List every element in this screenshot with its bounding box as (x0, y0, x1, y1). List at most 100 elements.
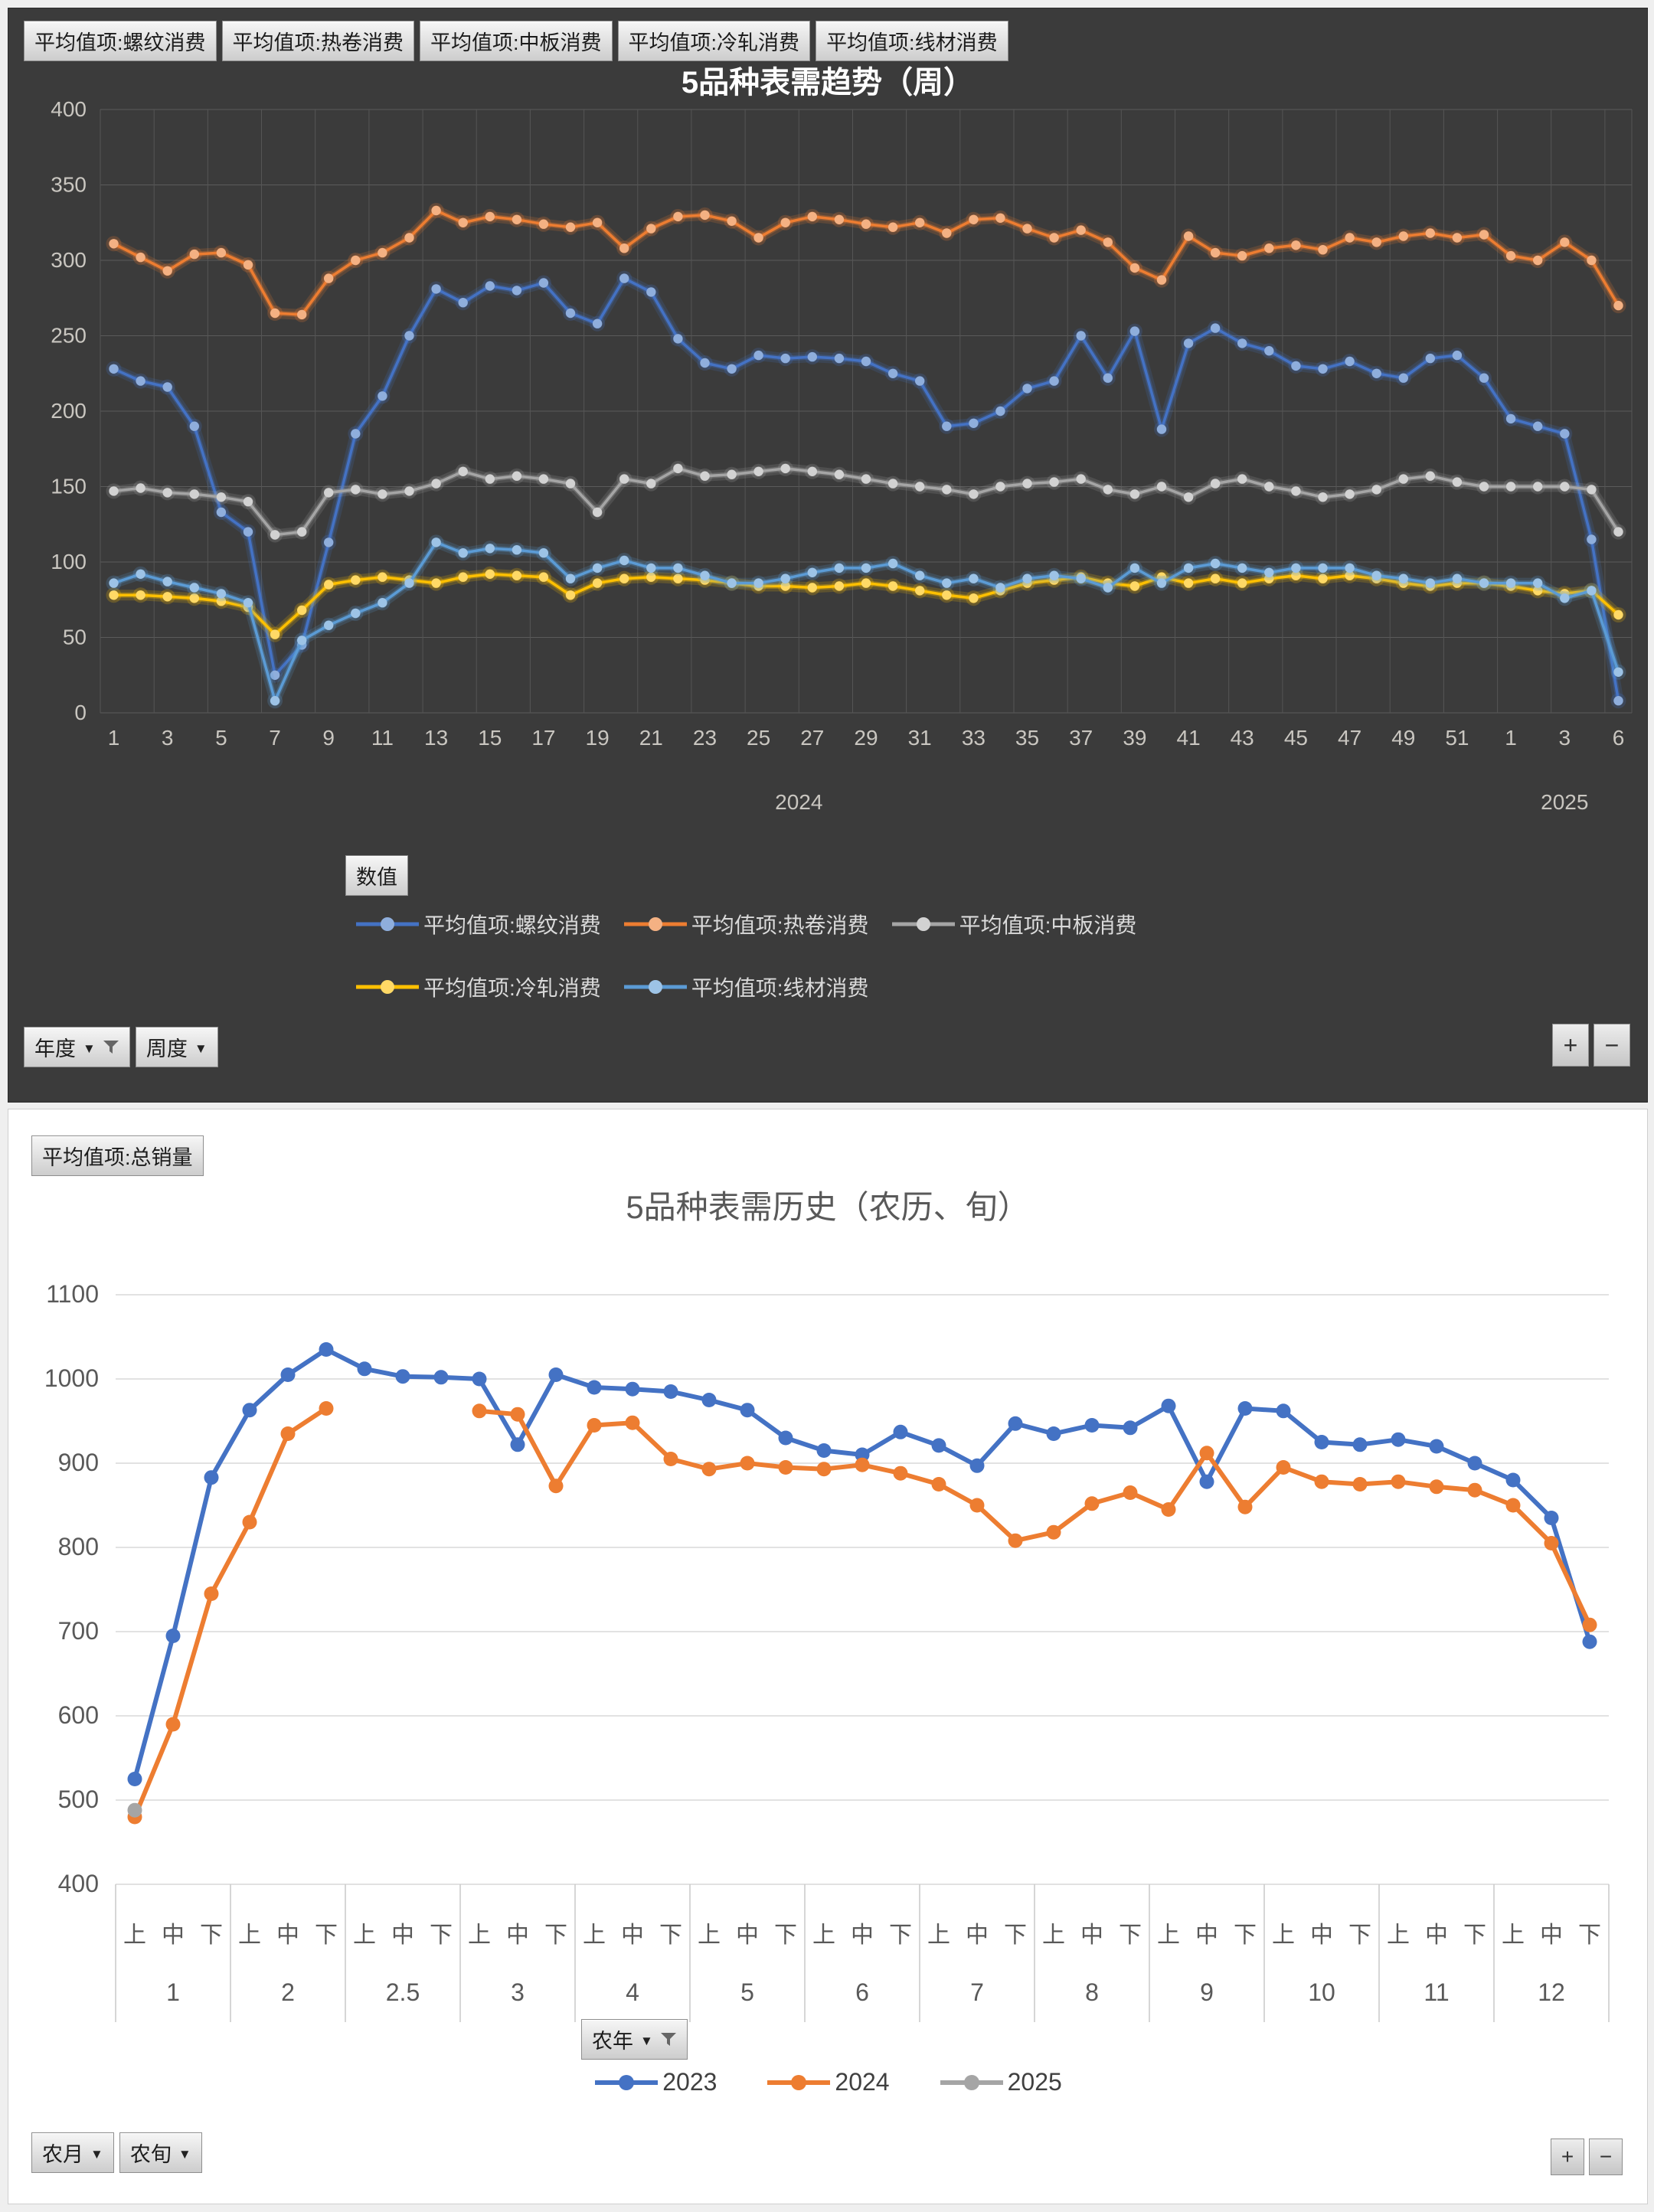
data-point[interactable] (378, 391, 387, 401)
data-point[interactable] (1544, 1511, 1559, 1525)
data-point[interactable] (216, 589, 227, 599)
data-point[interactable] (807, 567, 818, 577)
data-point[interactable] (1103, 373, 1113, 383)
data-point[interactable] (700, 358, 710, 368)
data-point[interactable] (458, 572, 468, 582)
data-point[interactable] (1613, 300, 1623, 311)
data-point[interactable] (1237, 250, 1247, 261)
data-point[interactable] (431, 578, 441, 588)
data-point[interactable] (587, 1380, 602, 1395)
data-point[interactable] (1046, 1426, 1061, 1441)
data-point[interactable] (1318, 492, 1328, 502)
data-point[interactable] (1429, 1439, 1444, 1454)
data-point[interactable] (1467, 1456, 1482, 1471)
data-point[interactable] (619, 555, 629, 566)
data-point[interactable] (136, 252, 145, 263)
data-point[interactable] (512, 286, 522, 296)
data-point[interactable] (1544, 1536, 1559, 1550)
data-point[interactable] (109, 578, 119, 588)
data-point[interactable] (485, 569, 495, 579)
data-point[interactable] (458, 548, 468, 558)
data-point[interactable] (1371, 368, 1381, 378)
data-point[interactable] (136, 590, 145, 600)
data-point[interactable] (1264, 346, 1274, 356)
data-point[interactable] (969, 1498, 985, 1513)
data-point[interactable] (458, 466, 468, 476)
data-point[interactable] (243, 527, 253, 537)
data-point[interactable] (619, 474, 629, 484)
data-point[interactable] (1318, 573, 1328, 583)
data-point[interactable] (431, 205, 441, 216)
data-point[interactable] (995, 583, 1005, 593)
data-point[interactable] (280, 1367, 296, 1382)
data-point[interactable] (404, 486, 414, 496)
data-point[interactable] (1103, 583, 1113, 593)
data-point[interactable] (1505, 482, 1516, 492)
data-point[interactable] (1613, 667, 1623, 677)
data-point[interactable] (189, 249, 199, 260)
data-point[interactable] (727, 364, 737, 374)
data-point[interactable] (1318, 364, 1328, 374)
data-point[interactable] (942, 578, 952, 588)
data-point[interactable] (1291, 570, 1301, 580)
data-point[interactable] (1505, 250, 1516, 261)
data-point[interactable] (969, 573, 979, 583)
data-point[interactable] (548, 1367, 564, 1382)
data-point[interactable] (512, 214, 522, 224)
data-point[interactable] (1391, 1432, 1406, 1447)
data-point[interactable] (701, 1393, 717, 1407)
data-point[interactable] (1398, 373, 1409, 383)
data-point[interactable] (165, 1629, 181, 1643)
data-point[interactable] (969, 593, 979, 603)
data-point[interactable] (162, 488, 172, 498)
data-point[interactable] (243, 497, 253, 507)
data-point[interactable] (136, 376, 145, 386)
data-point[interactable] (1237, 578, 1247, 588)
data-point[interactable] (995, 482, 1005, 492)
data-point[interactable] (297, 636, 307, 645)
data-point[interactable] (646, 287, 656, 297)
data-point[interactable] (404, 331, 414, 341)
data-point[interactable] (1398, 573, 1409, 583)
data-point[interactable] (565, 573, 576, 583)
data-point[interactable] (861, 474, 871, 484)
data-point[interactable] (204, 1586, 219, 1601)
data-point[interactable] (1560, 593, 1570, 603)
data-point[interactable] (243, 598, 253, 608)
data-point[interactable] (673, 334, 683, 344)
data-point[interactable] (1582, 1617, 1597, 1632)
data-point[interactable] (433, 1370, 449, 1385)
data-point[interactable] (162, 382, 172, 392)
data-point[interactable] (109, 590, 119, 600)
data-point[interactable] (162, 577, 172, 586)
data-point[interactable] (855, 1447, 870, 1462)
data-point[interactable] (834, 581, 845, 591)
lunar-year-field-button[interactable]: 农年 ▼ (581, 2019, 688, 2060)
pivot-field-button-1[interactable]: 平均值项:螺纹消费 (24, 21, 217, 61)
data-point[interactable] (1156, 424, 1167, 434)
data-point[interactable] (270, 308, 280, 319)
data-point[interactable] (1425, 471, 1436, 481)
data-point[interactable] (378, 572, 387, 582)
data-point[interactable] (565, 308, 576, 319)
data-point[interactable] (834, 353, 845, 364)
data-point[interactable] (1076, 474, 1086, 484)
data-point[interactable] (216, 507, 227, 518)
data-point[interactable] (127, 1772, 142, 1786)
data-point[interactable] (592, 563, 603, 573)
data-point[interactable] (1276, 1403, 1291, 1419)
data-point[interactable] (1129, 563, 1140, 573)
data-point[interactable] (1076, 573, 1086, 583)
data-point[interactable] (1533, 586, 1543, 596)
data-point[interactable] (189, 421, 199, 431)
data-point[interactable] (807, 351, 818, 362)
data-point[interactable] (538, 474, 549, 484)
data-point[interactable] (404, 578, 414, 588)
data-point[interactable] (1049, 477, 1059, 487)
data-point[interactable] (592, 319, 603, 328)
data-point[interactable] (1103, 485, 1113, 495)
data-point[interactable] (646, 572, 656, 582)
data-point[interactable] (893, 1424, 908, 1439)
data-point[interactable] (1613, 609, 1623, 620)
data-point[interactable] (357, 1361, 372, 1377)
